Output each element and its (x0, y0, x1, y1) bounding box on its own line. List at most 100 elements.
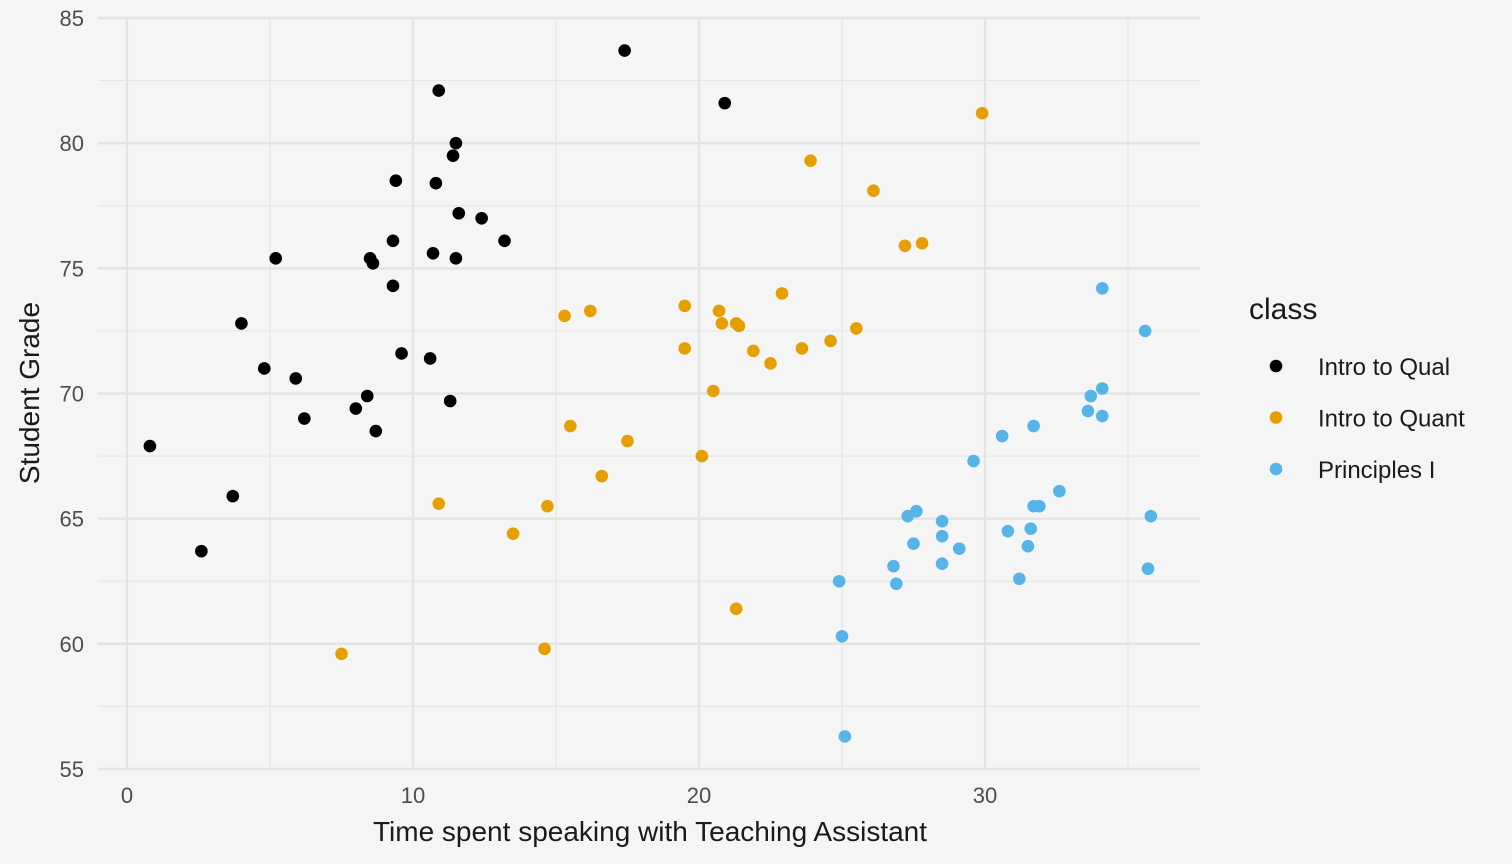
data-point (298, 412, 311, 425)
data-point (335, 647, 348, 661)
data-point (595, 469, 609, 483)
data-point (506, 527, 520, 540)
data-point (907, 537, 920, 550)
data-point (195, 544, 208, 558)
legend-title: class (1249, 293, 1317, 326)
grid (98, 16, 1200, 771)
data-point (898, 239, 912, 253)
data-point (715, 317, 729, 330)
x-axis-ticks: 0 10 20 30 (121, 783, 997, 808)
data-point (967, 454, 980, 468)
data-point (718, 96, 732, 110)
data-point (235, 317, 248, 330)
y-tick-label: 85 (60, 6, 84, 31)
data-point (1013, 572, 1026, 586)
y-tick-label: 75 (60, 256, 84, 281)
data-point (975, 106, 989, 120)
data-point (1053, 484, 1066, 498)
y-tick-label: 55 (60, 757, 84, 782)
data-point (452, 206, 466, 220)
data-point (935, 557, 949, 571)
data-point (369, 424, 383, 438)
series-intro-to-quant (335, 106, 989, 661)
x-axis-title: Time spent speaking with Teaching Assist… (373, 816, 927, 847)
data-point (541, 499, 554, 513)
data-point (1001, 524, 1015, 538)
data-point (1141, 562, 1155, 576)
data-point (935, 529, 949, 543)
data-point (432, 497, 446, 510)
data-point (678, 299, 691, 313)
x-tick-label: 10 (401, 783, 425, 808)
data-point (850, 322, 863, 335)
data-point (1095, 382, 1109, 395)
data-point (747, 344, 760, 358)
data-point (1024, 522, 1038, 535)
data-point (1138, 324, 1152, 338)
series-intro-to-qual (143, 44, 732, 558)
data-point (446, 149, 460, 162)
y-tick-label: 65 (60, 507, 84, 532)
data-point (395, 347, 408, 360)
data-point (867, 184, 880, 198)
data-point (1081, 404, 1095, 418)
data-point (764, 357, 777, 370)
data-points (143, 44, 1158, 743)
data-point (226, 489, 240, 503)
data-point (621, 434, 634, 448)
data-point (1033, 499, 1046, 513)
legend: class Intro to Qual Intro to Quant Princip… (1249, 293, 1465, 484)
data-point (1027, 419, 1040, 433)
data-point (366, 257, 380, 270)
data-point (349, 402, 363, 415)
data-point (887, 559, 900, 573)
data-point (1144, 509, 1158, 523)
data-point (732, 319, 746, 333)
x-tick-label: 0 (121, 783, 133, 808)
y-axis-title: Student Grade (14, 302, 45, 484)
data-point (712, 304, 726, 318)
data-point (618, 44, 631, 57)
data-point (910, 504, 923, 518)
y-tick-label: 60 (60, 632, 84, 657)
data-point (832, 574, 846, 588)
legend-key (1269, 359, 1283, 373)
data-point (257, 362, 271, 375)
y-axis-ticks: 55 60 65 70 75 80 85 (60, 6, 84, 782)
data-point (1084, 389, 1098, 403)
data-point (558, 309, 571, 323)
data-point (838, 730, 852, 743)
data-point (432, 84, 446, 97)
data-point (775, 287, 789, 300)
data-point (143, 439, 157, 453)
data-point (289, 372, 303, 385)
data-point (564, 419, 577, 433)
data-point (449, 136, 463, 150)
data-point (386, 279, 400, 293)
data-point (269, 252, 283, 265)
data-point (707, 384, 720, 398)
data-point (824, 334, 837, 348)
data-point (423, 352, 437, 365)
data-point (678, 342, 691, 355)
legend-label: Intro to Qual (1318, 354, 1450, 381)
data-point (475, 211, 488, 225)
data-point (386, 234, 400, 248)
data-point (890, 577, 903, 591)
y-tick-label: 70 (60, 382, 84, 407)
data-point (835, 630, 849, 643)
data-point (360, 389, 374, 403)
y-tick-label: 80 (60, 131, 84, 156)
data-point (795, 342, 809, 355)
legend-key (1269, 462, 1283, 476)
data-point (804, 154, 817, 167)
data-point (952, 542, 966, 556)
data-point (498, 234, 511, 248)
legend-label: Principles I (1318, 457, 1435, 484)
data-point (695, 449, 709, 463)
x-tick-label: 30 (973, 783, 997, 808)
data-point (995, 429, 1009, 443)
data-point (538, 642, 551, 656)
